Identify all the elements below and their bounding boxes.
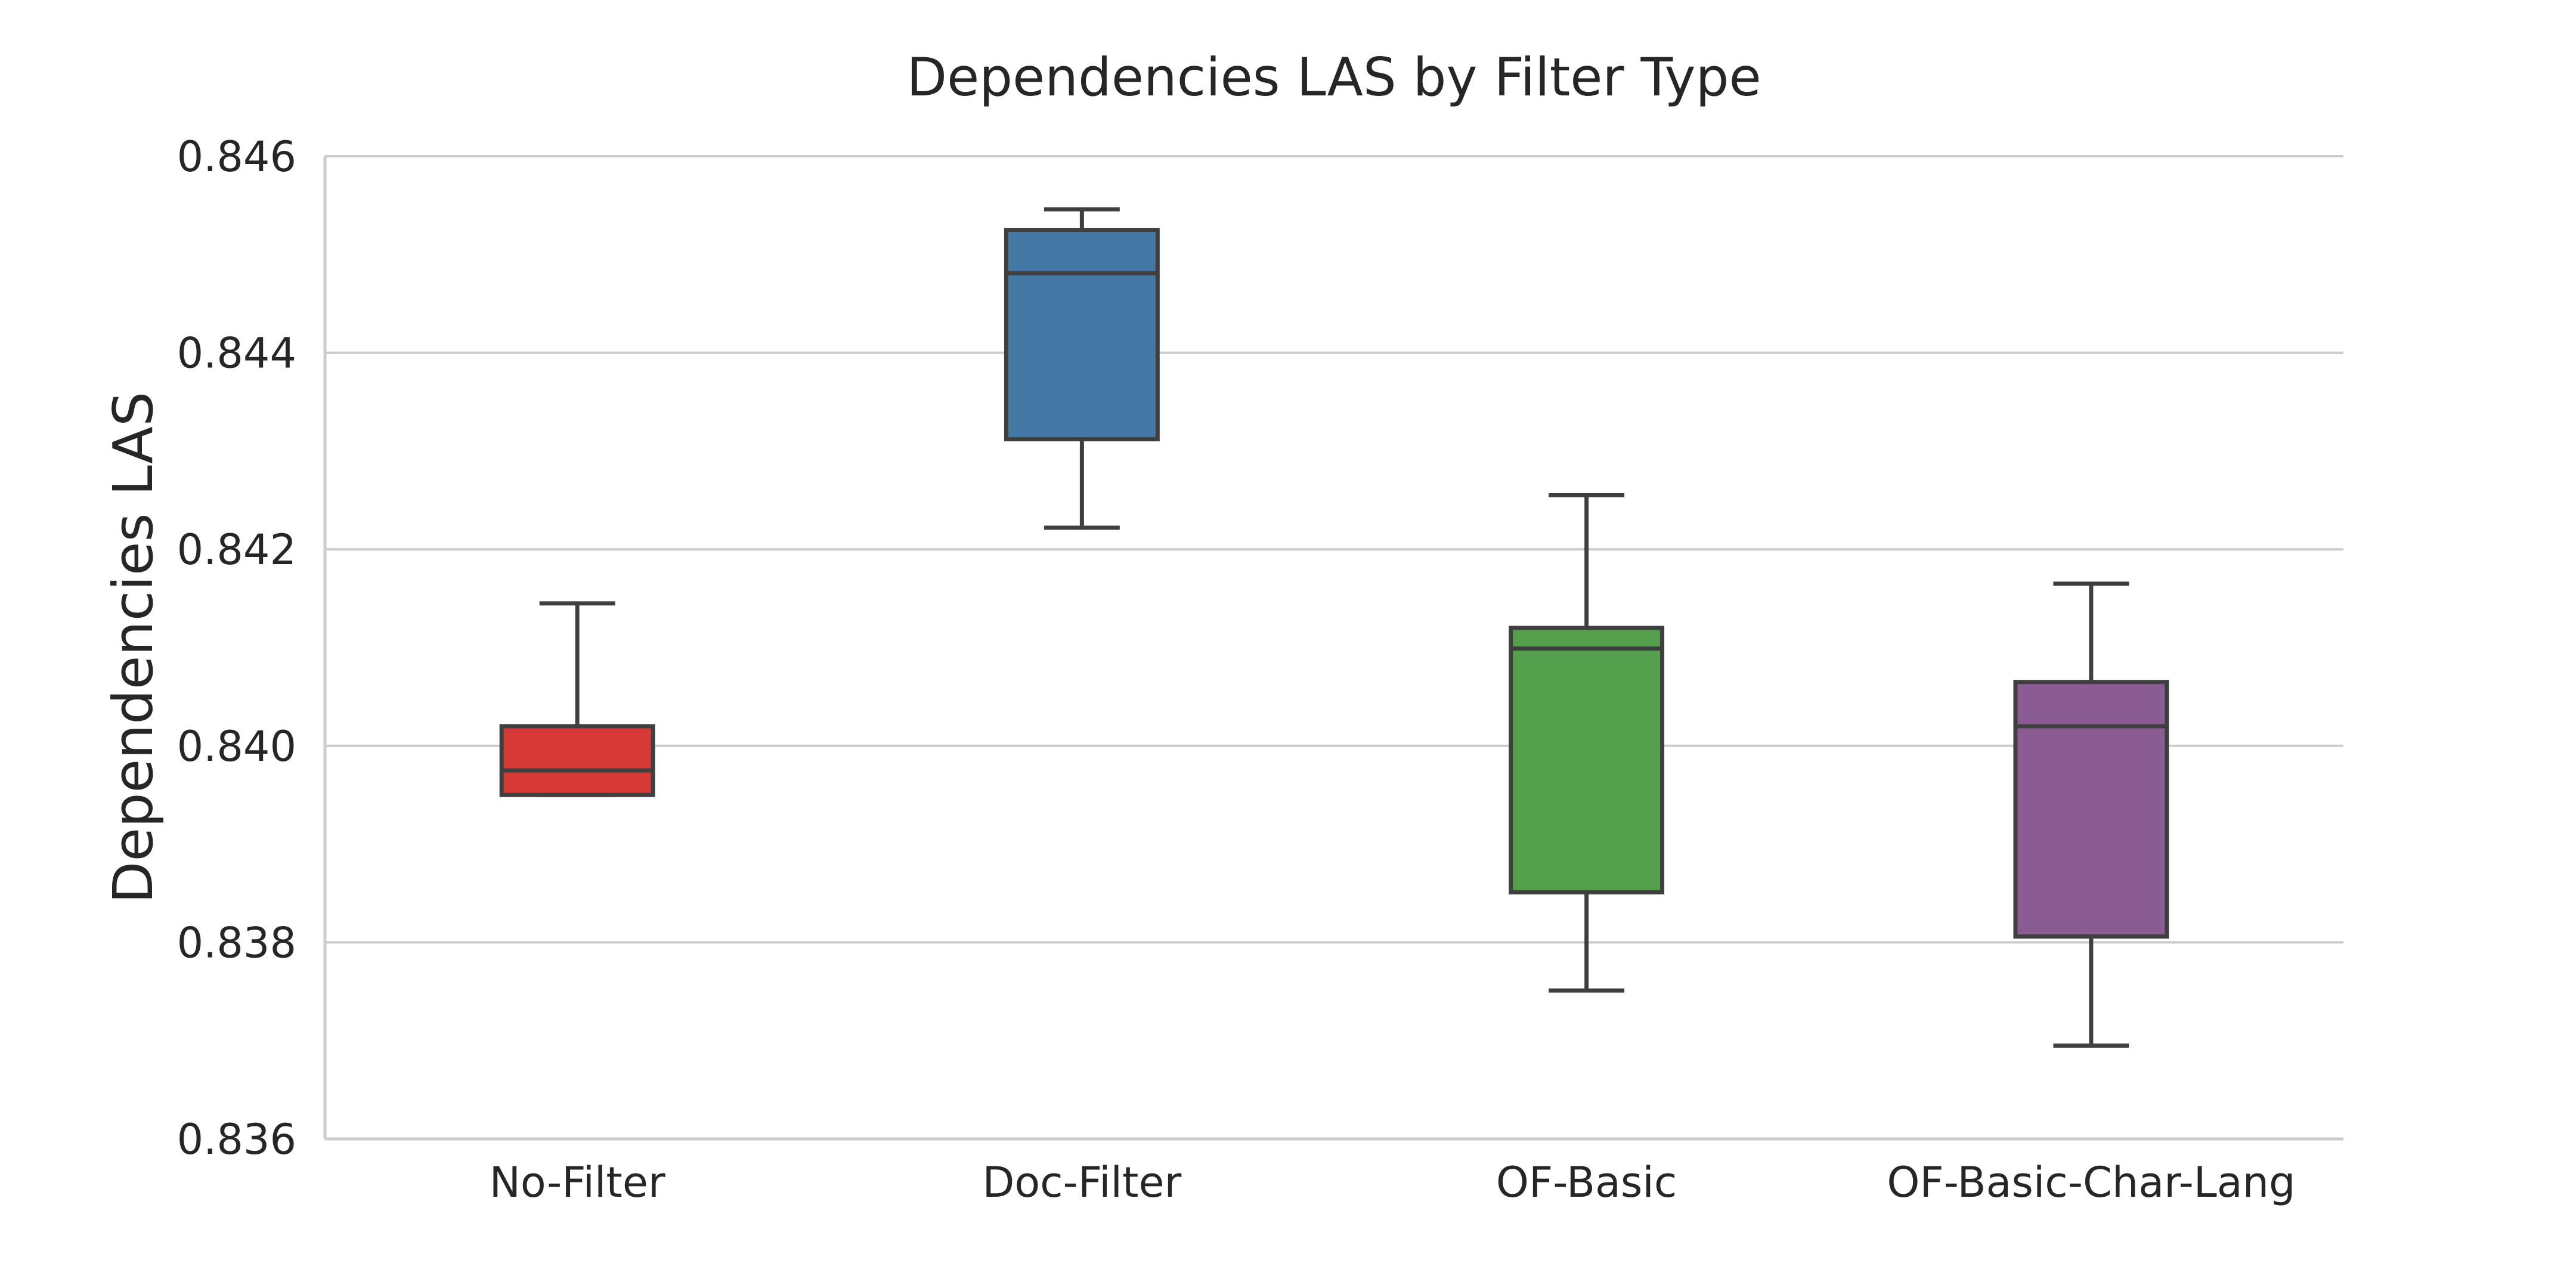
y-tick-label: 0.842 [177, 525, 296, 574]
box-no-filter [499, 601, 655, 797]
box-doc-filter [1004, 207, 1160, 530]
y-axis-label: Dependencies LAS [101, 392, 165, 904]
y-tick-label: 0.838 [177, 918, 296, 967]
iqr-box [2013, 680, 2169, 939]
x-tick-label: OF-Basic [1496, 1158, 1677, 1207]
x-tick-label: No-Filter [490, 1158, 665, 1207]
y-tick-label: 0.836 [177, 1115, 296, 1164]
x-tick-label: OF-Basic-Char-Lang [1887, 1158, 2295, 1207]
grid-lines [325, 155, 2343, 944]
y-tick-label: 0.846 [177, 132, 296, 181]
x-tick-labels: No-Filter Doc-Filter OF-Basic OF-Basic-Char… [490, 1158, 2296, 1207]
y-tick-label: 0.844 [177, 329, 296, 378]
iqr-box [1509, 626, 1665, 894]
x-tick-label: Doc-Filter [982, 1158, 1181, 1207]
box-of-basic [1509, 493, 1665, 993]
y-tick-label: 0.840 [177, 722, 296, 771]
boxes [499, 207, 2169, 1048]
iqr-box [1004, 228, 1160, 442]
axes [323, 156, 2343, 1141]
chart-title: Dependencies LAS by Filter Type [906, 47, 1761, 108]
y-tick-labels: 0.836 0.838 0.840 0.842 0.844 0.846 [177, 132, 296, 1164]
iqr-box [499, 724, 655, 797]
box-of-basic-char-lang [2013, 581, 2169, 1048]
